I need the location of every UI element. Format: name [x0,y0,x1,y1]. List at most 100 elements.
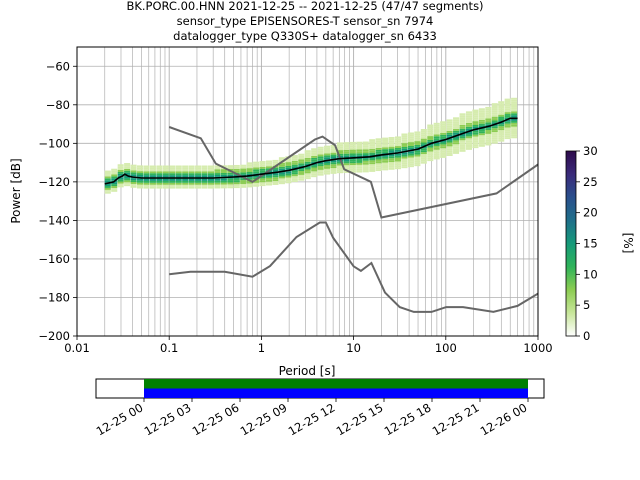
density-cell [459,120,466,123]
density-cell [291,160,298,163]
density-cell [111,187,118,190]
density-cell [117,185,124,188]
density-cell [498,118,505,121]
density-cell [266,177,273,180]
density-cell [330,148,337,151]
density-cell [362,166,369,169]
density-cell [356,159,363,161]
density-cell [504,135,511,138]
density-cell [440,146,447,149]
y-axis-ticks: −200 −180 −160 −140 −120 −100 −80 −60 [38,59,77,343]
density-cell [362,155,369,157]
density-cell [485,106,492,109]
density-cell [394,157,402,160]
density-cell [117,171,124,174]
density-cell [394,142,402,145]
density-cell [311,152,318,155]
density-cell [311,173,318,176]
density-cell [407,144,414,146]
density-cell [324,163,331,165]
density-cell [214,174,221,177]
density-cell [201,173,208,176]
density-cell [182,167,189,170]
density-cell [285,158,292,161]
density-cell [414,156,421,159]
density-cell [336,150,343,153]
density-cell [349,159,356,162]
density-cell [401,133,408,136]
density-cell [478,123,485,126]
density-cell [485,139,492,142]
density-cell [388,148,395,151]
density-cell [182,184,189,187]
density-cell [207,186,215,189]
density-cell [356,143,363,146]
density-cell [362,147,369,150]
density-cell [156,182,163,185]
density-cell [401,143,408,146]
density-cell [433,134,440,137]
density-cell [427,126,434,129]
density-cell [491,122,498,125]
density-cell [130,166,137,169]
density-cell [330,152,337,155]
density-cell [336,161,343,164]
density-cell [291,170,298,173]
density-cell [440,150,447,153]
density-cell [356,153,363,156]
density-cell [137,165,144,168]
density-cell [349,155,356,158]
density-cell [362,158,369,161]
density-cell [246,166,253,169]
density-cell [169,167,176,170]
density-cell [317,146,324,149]
density-cell [459,138,466,141]
density-cell [498,114,505,117]
density-cell [169,165,176,168]
density-cell [453,123,460,126]
density-cell [104,174,111,177]
density-cell [349,151,356,154]
density-cell [162,180,169,183]
density-cell [214,180,221,183]
density-cell [304,165,311,168]
density-cell [420,136,427,139]
density-cell [343,149,350,152]
density-cell [285,162,292,165]
density-cell [420,134,427,137]
density-cell [511,115,518,118]
density-cell [111,184,118,187]
density-cell [375,155,382,158]
density-cell [188,186,195,189]
density-cell [485,122,492,125]
density-cell [420,152,427,155]
density-cell [485,143,492,146]
density-cell [511,105,518,108]
density-cell [382,168,389,171]
density-cell [369,146,376,149]
density-cell [465,120,472,123]
density-cell [240,170,247,173]
density-cell [433,130,440,133]
density-cell [504,119,511,122]
density-cell [356,164,363,167]
density-cell [401,146,408,149]
density-cell [511,118,518,121]
density-cell [375,167,382,170]
y-tick-label: −140 [38,213,70,227]
density-cell [259,176,266,179]
density-cell [511,132,518,135]
density-cell [504,108,511,111]
density-cell [298,165,305,168]
density-cell [227,172,234,175]
density-cell [472,111,479,114]
density-cell [117,177,124,180]
density-cell [220,165,227,168]
density-cell [491,112,498,115]
density-cell [407,138,414,141]
density-cell [324,153,331,156]
density-cell [278,174,285,177]
density-cell [311,171,318,174]
density-cell [259,184,266,187]
density-cell [453,128,460,131]
